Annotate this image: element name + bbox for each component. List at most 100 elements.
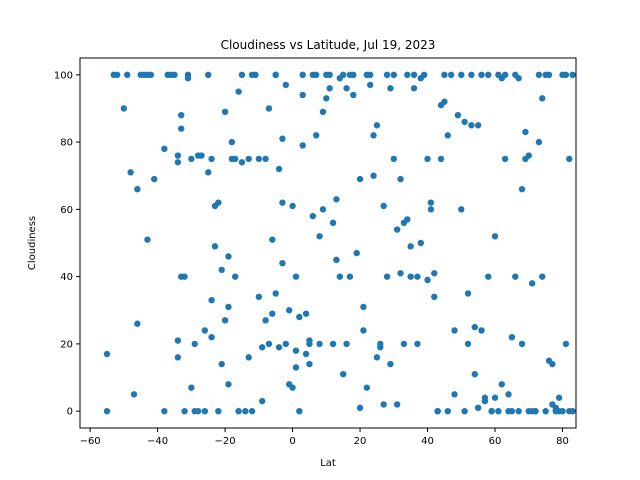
data-point-149 <box>380 202 387 210</box>
data-point-23 <box>174 159 182 166</box>
data-point-148 <box>377 340 384 348</box>
data-point-93 <box>289 384 296 391</box>
x-tick-label-60: 60 <box>489 436 502 447</box>
data-point-117 <box>323 95 330 102</box>
data-point-43 <box>208 155 215 163</box>
data-point-136 <box>356 404 364 412</box>
data-point-7 <box>130 391 138 398</box>
data-point-240 <box>539 95 546 102</box>
data-point-212 <box>491 233 499 240</box>
data-point-195 <box>461 118 468 126</box>
data-point-35 <box>191 340 198 348</box>
data-point-237 <box>532 407 539 415</box>
data-point-123 <box>333 196 340 203</box>
x-tick-label--40: −40 <box>147 436 168 447</box>
data-point-118 <box>326 85 333 92</box>
data-point-255 <box>562 71 570 79</box>
data-point-154 <box>387 360 394 368</box>
data-point-54 <box>225 303 232 311</box>
x-tick-label--60: −60 <box>80 436 101 447</box>
data-point-191 <box>454 111 462 119</box>
x-tick-label-0: 0 <box>289 436 295 447</box>
data-point-60 <box>232 273 239 280</box>
data-point-145 <box>373 122 381 129</box>
data-point-160 <box>397 175 404 183</box>
data-point-106 <box>306 360 313 368</box>
data-point-169 <box>414 340 421 348</box>
data-point-126 <box>339 370 347 378</box>
data-point-17 <box>161 145 168 153</box>
data-point-197 <box>464 290 472 297</box>
data-point-139 <box>363 384 370 391</box>
data-point-253 <box>559 407 566 415</box>
data-point-256 <box>566 155 573 163</box>
data-point-165 <box>407 243 414 250</box>
data-point-88 <box>279 135 286 142</box>
data-point-16 <box>161 407 168 415</box>
data-point-47 <box>211 243 219 250</box>
data-point-32 <box>188 155 195 163</box>
data-point-215 <box>495 407 502 415</box>
data-point-127 <box>339 71 347 79</box>
data-point-67 <box>245 354 252 361</box>
data-point-133 <box>350 71 357 79</box>
data-point-111 <box>312 71 320 79</box>
data-point-129 <box>343 340 350 348</box>
data-point-15 <box>151 175 158 183</box>
data-point-3 <box>113 71 121 79</box>
data-point-28 <box>181 273 188 280</box>
data-point-113 <box>316 233 323 240</box>
data-point-188 <box>447 71 455 79</box>
data-point-155 <box>390 71 397 79</box>
data-point-98 <box>296 313 303 321</box>
data-point-41 <box>205 169 212 176</box>
plot-frame <box>79 57 577 429</box>
data-point-20 <box>171 71 178 79</box>
data-point-13 <box>144 236 151 243</box>
data-point-37 <box>194 407 202 415</box>
x-tick-label-20: 20 <box>354 436 367 447</box>
data-point-73 <box>259 397 266 405</box>
data-point-242 <box>542 407 549 415</box>
data-point-258 <box>569 407 576 415</box>
data-point-152 <box>383 71 391 79</box>
data-point-96 <box>292 347 300 354</box>
data-point-218 <box>501 155 509 163</box>
data-point-50 <box>218 266 225 274</box>
data-point-185 <box>441 98 448 105</box>
data-point-184 <box>441 71 448 79</box>
data-point-80 <box>269 310 276 317</box>
data-point-114 <box>319 108 327 116</box>
data-point-231 <box>522 128 529 136</box>
data-point-235 <box>528 280 536 287</box>
data-point-216 <box>498 381 505 388</box>
data-point-87 <box>279 259 286 267</box>
data-point-177 <box>427 206 435 213</box>
data-point-0 <box>103 407 111 415</box>
data-point-251 <box>555 394 563 401</box>
data-point-56 <box>225 253 232 260</box>
y-tick-label-40: 40 <box>60 272 73 283</box>
data-point-167 <box>410 71 418 79</box>
data-point-190 <box>451 327 458 334</box>
x-tick-label--20: −20 <box>215 436 236 447</box>
data-point-40 <box>201 407 209 415</box>
y-tick-label-100: 100 <box>54 70 73 81</box>
data-point-14 <box>147 71 155 79</box>
data-point-164 <box>404 71 411 79</box>
data-point-196 <box>464 340 472 348</box>
data-point-8 <box>134 320 141 327</box>
data-point-109 <box>309 212 317 220</box>
data-point-33 <box>188 384 195 391</box>
x-tick-label-80: 80 <box>556 436 569 447</box>
data-point-137 <box>360 327 367 334</box>
data-point-134 <box>353 249 360 257</box>
data-point-203 <box>474 122 482 129</box>
data-point-135 <box>356 175 364 183</box>
data-point-153 <box>387 85 394 92</box>
data-point-21 <box>174 354 182 361</box>
data-point-199 <box>468 122 475 129</box>
y-axis-ticks: 0 20 40 60 80 100 <box>54 70 80 418</box>
data-point-102 <box>299 142 306 149</box>
data-point-5 <box>124 71 131 79</box>
